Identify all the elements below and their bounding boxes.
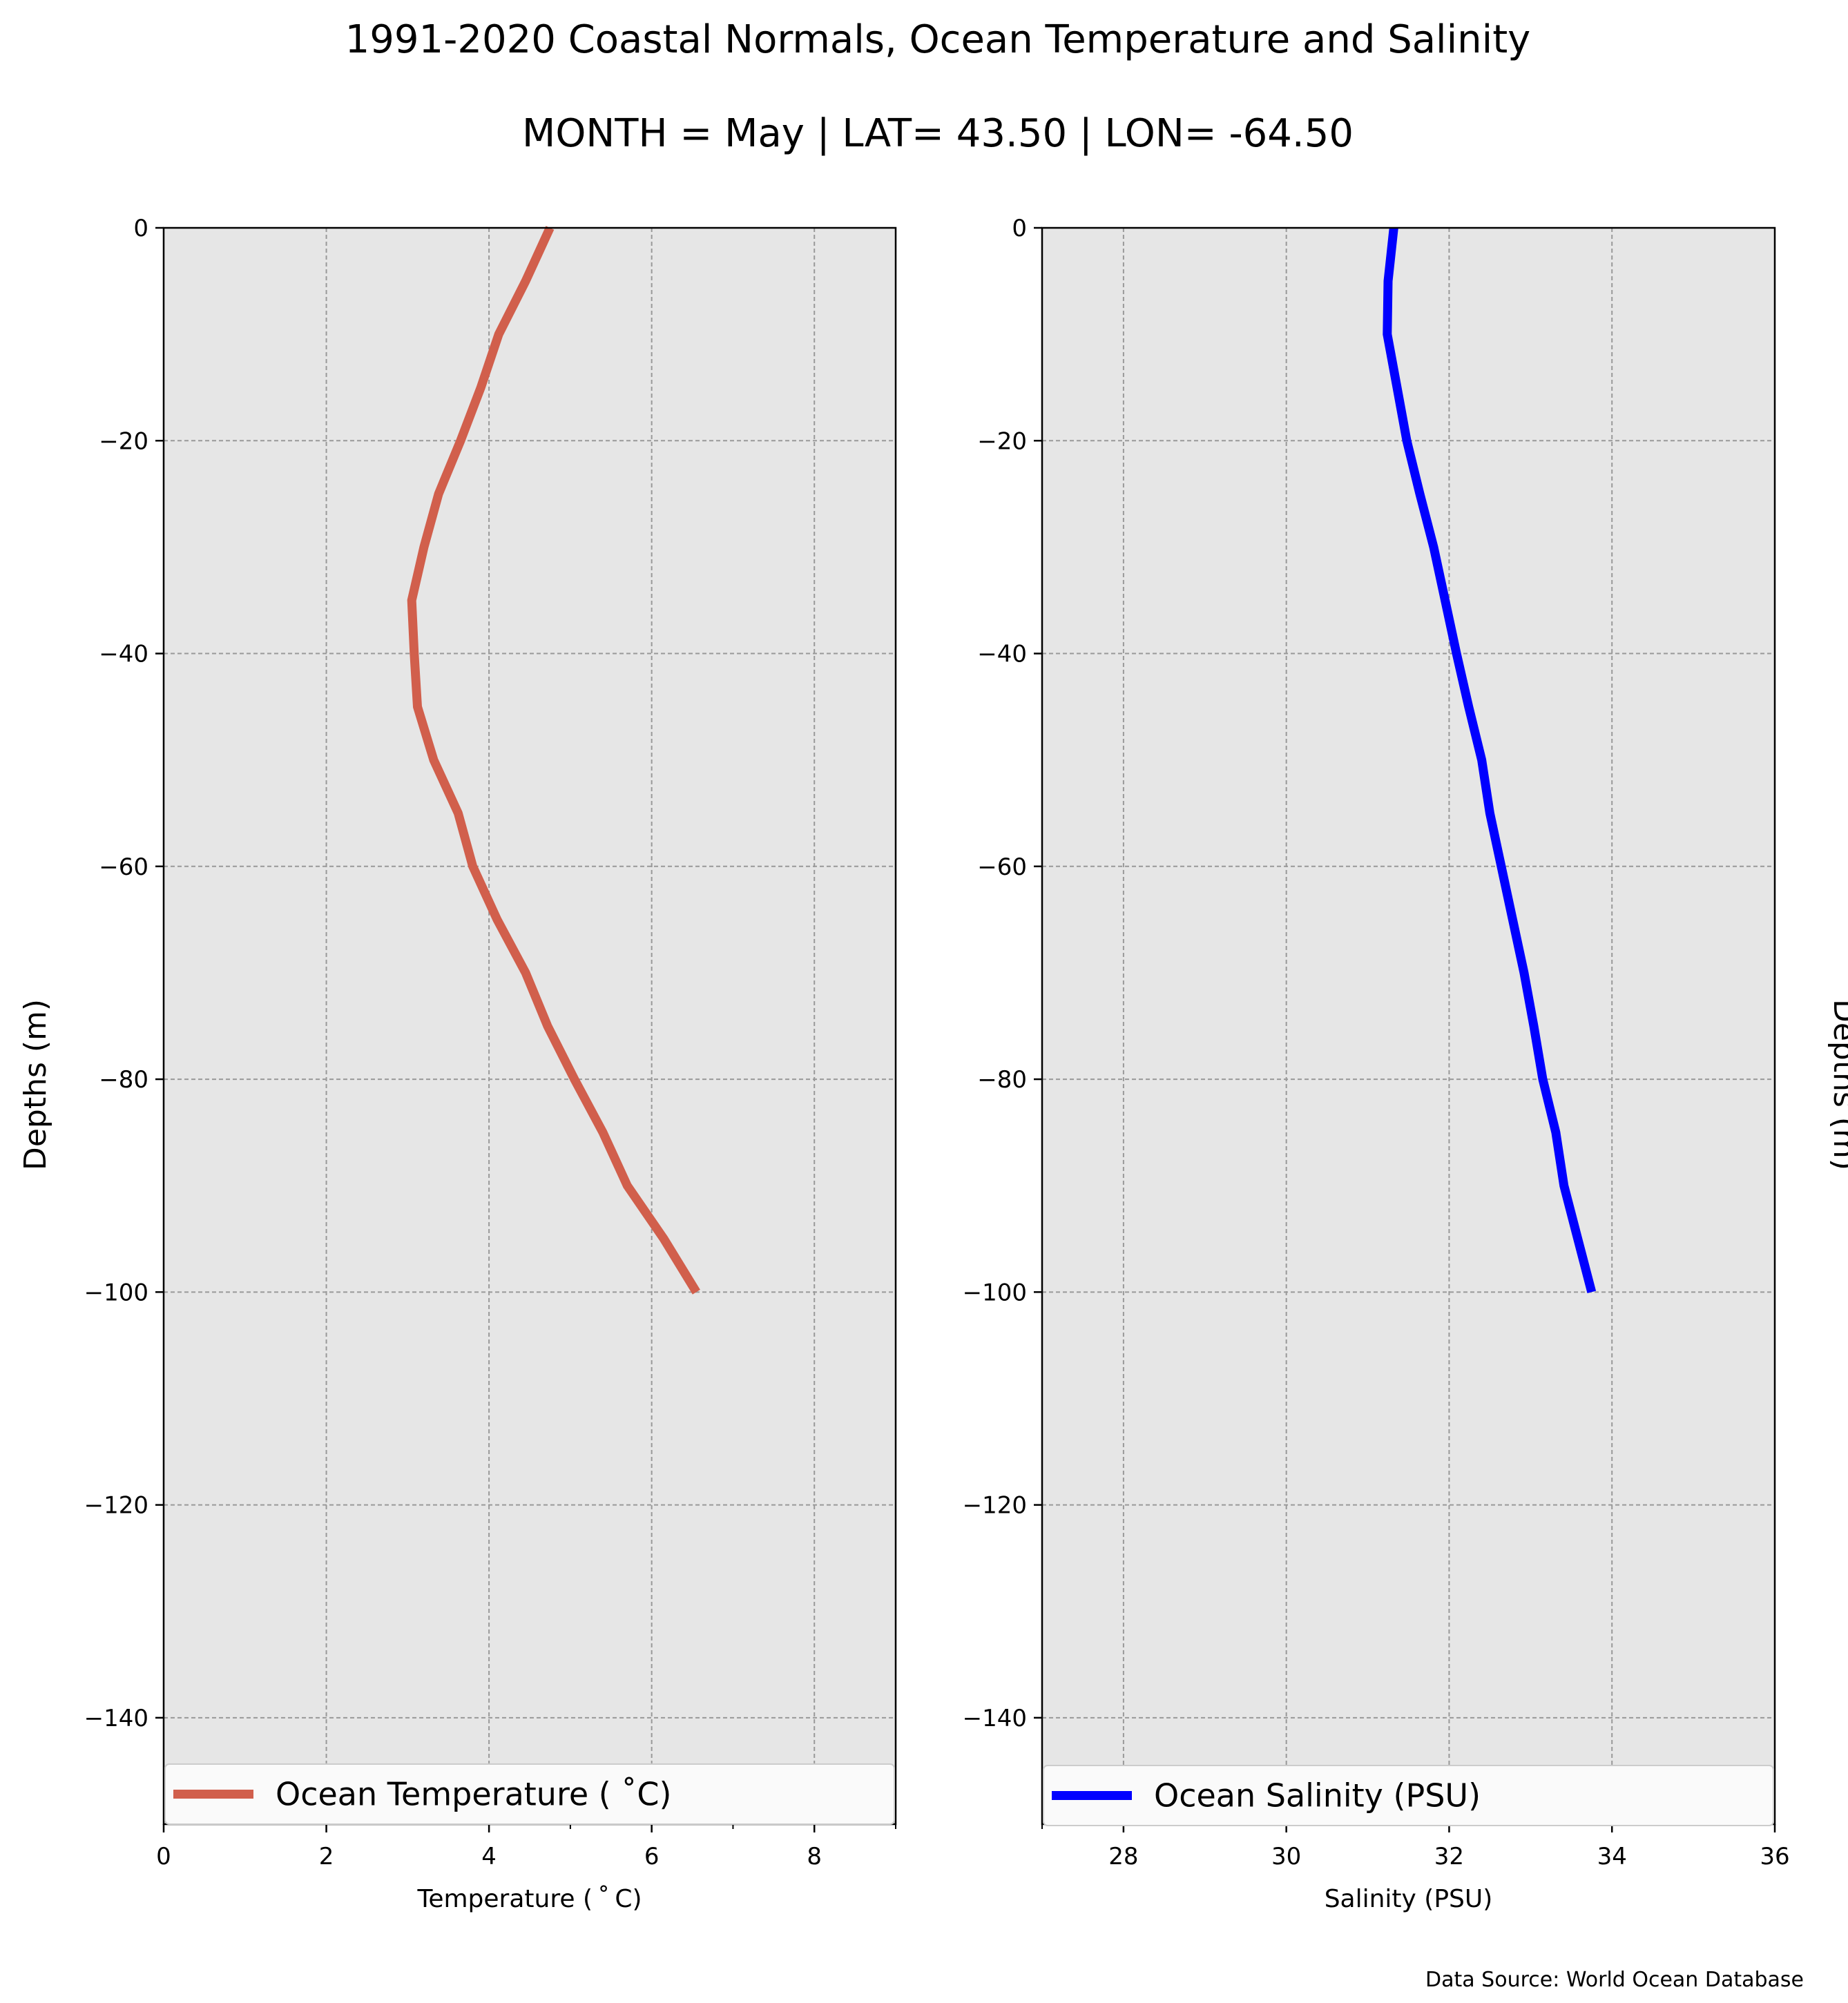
series-line — [407, 226, 700, 1295]
y-tick-label: −40 — [99, 641, 148, 668]
plot-area — [1042, 228, 1775, 1824]
legend-box — [164, 1763, 895, 1825]
chart-title: 1991-2020 Coastal Normals, Ocean Tempera… — [345, 17, 1531, 62]
series-line — [1383, 227, 1597, 1293]
y-tick-label: −100 — [84, 1279, 148, 1306]
y-tick-label: −40 — [977, 641, 1027, 668]
y-tick-label: −60 — [99, 853, 148, 881]
legend: Ocean Temperature ( ˚C) — [164, 1763, 895, 1825]
y-tick-label: −140 — [963, 1705, 1027, 1732]
grid-lines — [1042, 228, 1775, 1824]
x-tick-label: 0 — [156, 1843, 171, 1870]
y-axis-label: Depths (m) — [18, 999, 53, 1170]
legend-label: Ocean Temperature ( ˚C) — [276, 1776, 671, 1813]
y-tick-label: −100 — [963, 1279, 1027, 1306]
chart-subtitle: MONTH = May | LAT= 43.50 | LON= -64.50 — [522, 111, 1354, 156]
data-source-note: Data Source: World Ocean Database — [1425, 1968, 1804, 1992]
y-tick-label: −140 — [84, 1705, 148, 1732]
y-tick-label: −80 — [99, 1066, 148, 1094]
y-tick-label: −60 — [977, 853, 1027, 881]
y-tick-label: −80 — [977, 1066, 1027, 1094]
y-axis: 0 −20 −40 −60 −80 −100 −120 −140 Depths (m) — [18, 215, 164, 1732]
y-tick-label: −120 — [963, 1492, 1027, 1520]
legend: Ocean Salinity (PSU) — [1043, 1765, 1774, 1826]
plot-area — [164, 228, 896, 1824]
y-tick-label: −20 — [977, 427, 1027, 455]
x-axis: 28 30 32 34 36 Salinity (PSU) — [1041, 1824, 1790, 1913]
x-tick-label: 4 — [481, 1843, 497, 1870]
y-axis: 0 −20 −40 −60 −80 −100 −120 −140 Depths (m) — [963, 215, 1848, 1732]
x-tick-label: 36 — [1760, 1843, 1789, 1870]
legend-box — [1043, 1765, 1774, 1826]
y-tick-label: 0 — [133, 215, 148, 242]
x-tick-label: 32 — [1434, 1843, 1464, 1870]
grid-lines — [164, 228, 896, 1824]
salinity-panel: 28 30 32 34 36 Salinity (PSU) 0 −20 −40 −60 −80 −10… — [963, 215, 1848, 1913]
temperature-panel: 0 2 4 6 8 Temperature ( ˚ C) 0 −20 −40 −60 −80 −100… — [18, 215, 897, 1913]
x-tick-label: 28 — [1108, 1843, 1138, 1870]
x-tick-label: 30 — [1271, 1843, 1301, 1870]
y-axis-label: Depths (m) — [1827, 999, 1848, 1170]
x-tick-label: 2 — [319, 1843, 334, 1870]
x-axis-label: Salinity (PSU) — [1325, 1885, 1493, 1913]
y-tick-label: 0 — [1012, 215, 1027, 242]
legend-label: Ocean Salinity (PSU) — [1154, 1777, 1481, 1815]
y-tick-label: −20 — [99, 427, 148, 455]
x-axis-label: Temperature ( ˚ C) — [416, 1885, 642, 1913]
x-tick-label: 34 — [1597, 1843, 1627, 1870]
x-tick-label: 6 — [644, 1843, 660, 1870]
x-tick-label: 8 — [807, 1843, 822, 1870]
y-tick-label: −120 — [84, 1492, 148, 1520]
x-axis: 0 2 4 6 8 Temperature ( ˚ C) — [156, 1824, 896, 1913]
